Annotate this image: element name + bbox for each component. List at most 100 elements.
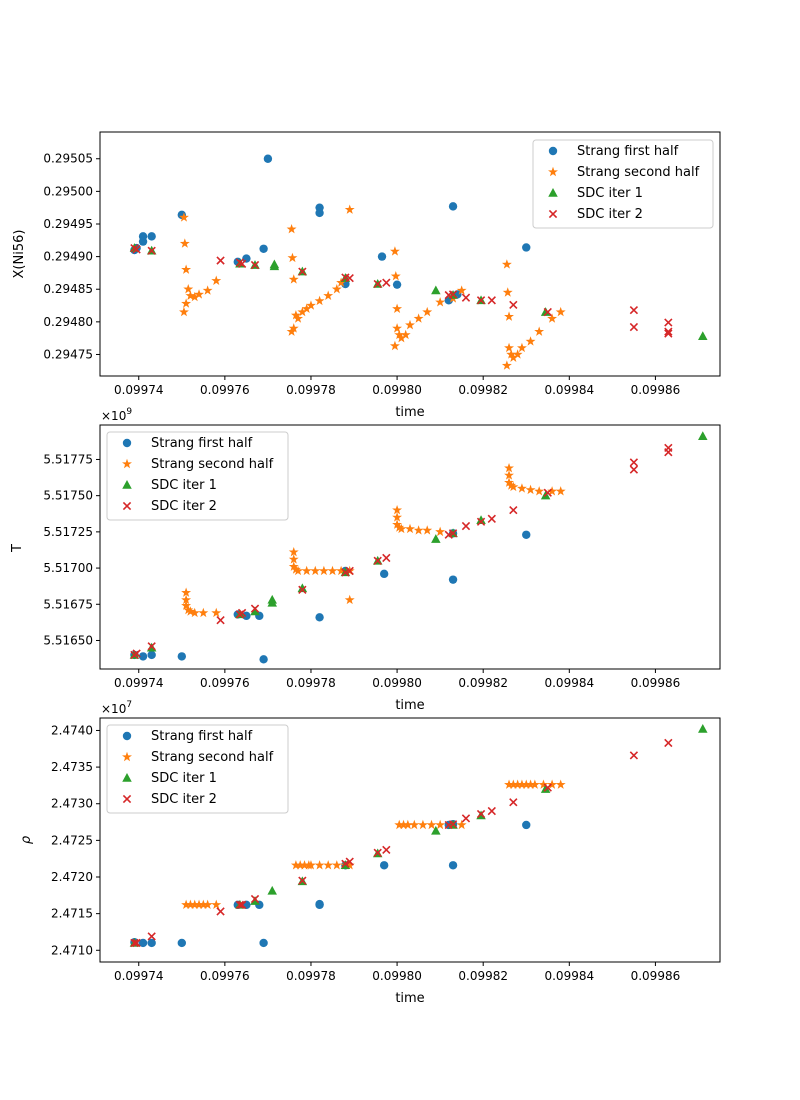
strang-second-half-point [521, 779, 532, 789]
y-tick-label: 0.29485 [43, 282, 93, 296]
sdc-iter-2-point [629, 458, 639, 467]
strang-second-half-point [506, 349, 517, 359]
legend-box [106, 431, 289, 521]
x-tick-label: 0.09984 [544, 676, 594, 690]
strang-second-half-point [314, 295, 325, 306]
panel-xni56: 0.09974 0.09976 0.09978 0.09980 0.09982 0.099… [12, 131, 721, 420]
sdc-iter-2-point [373, 279, 382, 289]
sdc-iter-2-point [664, 318, 673, 327]
strang-second-half-point [405, 319, 415, 330]
strang-second-half-point [555, 486, 566, 496]
x-tick-label: 0.09978 [286, 676, 336, 690]
sdc-iter-2-point [461, 521, 471, 531]
strang-second-half-point [506, 480, 517, 490]
legend-label-strang-second: Strang second half [577, 165, 700, 180]
y-tick-label: 0.29490 [43, 250, 93, 264]
x-tick-label: 0.09974 [114, 676, 164, 690]
panel-temperature-offset: ×109 [101, 407, 132, 423]
strang-second-half-point [413, 525, 424, 535]
panel-temperature: 0.09974 0.09976 0.09978 0.09980 0.09982 0.099… [10, 407, 721, 713]
strang-second-half-point [534, 326, 545, 336]
x-tick-label: 0.09980 [372, 676, 422, 690]
sdc-iter-2-point [345, 566, 354, 576]
legend-label-strang-first: Strang first half [577, 144, 679, 159]
panel-temperature-legend: Strang first half Strang second half SDC… [106, 431, 289, 521]
strang-first-half-point [138, 652, 148, 661]
legend-markers [122, 438, 132, 511]
strang-second-half-point [394, 819, 405, 830]
y-tick-label: 5.51775 [43, 452, 93, 466]
sdc-iter-2-point [298, 267, 307, 276]
strang-second-half-point [508, 352, 519, 362]
strang-second-half-point [179, 212, 189, 222]
legend-marker-star [122, 751, 132, 762]
sdc-iter-2-point [147, 246, 156, 255]
y-tick-label: 2.4720 [51, 870, 93, 884]
sdc-iter-2-point [216, 256, 225, 265]
strang-first-half-point [259, 655, 268, 664]
strang-first-half-point [448, 575, 458, 584]
legend-marker-x [122, 501, 132, 511]
y-tick-label: 5.51700 [43, 561, 93, 575]
strang-first-half-point [379, 861, 389, 870]
panel-xni56-legend: Strang first half Strang second half SDC… [532, 139, 714, 229]
x-tick-label: 0.09982 [458, 383, 508, 397]
strang-second-half-point [181, 587, 192, 597]
sdc-iter-2-point [629, 465, 639, 474]
strang-first-half-point [448, 861, 458, 870]
y-tick-label: 2.4735 [51, 760, 93, 774]
strang-second-half-point [287, 252, 298, 263]
strang-second-half-point [290, 860, 301, 870]
x-tick-label: 0.09980 [372, 969, 422, 983]
y-tick-label: 2.4740 [51, 723, 93, 737]
sdc-iter-1-point [431, 534, 441, 543]
strang-second-half-point [547, 779, 558, 789]
strang-second-half-point [301, 565, 312, 576]
x-tick-label: 0.09986 [631, 383, 681, 397]
strang-second-half-point [392, 519, 403, 529]
sdc-iter-2-point [250, 894, 260, 904]
strang-second-half-point [301, 303, 312, 314]
strang-second-half-point [534, 486, 545, 496]
strang-first-half-point [522, 530, 531, 539]
sdc-iter-2-point [487, 514, 496, 524]
strang-second-half-point [392, 303, 403, 314]
sdc-iter-2-point [130, 938, 139, 948]
sdc-iter-2-point [629, 322, 639, 332]
sdc-iter-1-point [267, 885, 277, 895]
strang-second-half-point [555, 306, 566, 317]
y-tick-label: 2.4730 [51, 797, 93, 811]
strang-second-half-point [181, 600, 192, 610]
strang-second-half-point [202, 899, 213, 910]
x-tick-label: 0.09984 [544, 969, 594, 983]
panel-temperature-marks [129, 431, 708, 664]
sdc-iter-1-point [250, 606, 260, 616]
sdc-iter-2-point [448, 820, 458, 829]
strang-second-half-point [344, 594, 355, 605]
sdc-iter-2-point [382, 553, 391, 563]
sdc-iter-1-point [698, 431, 708, 441]
sdc-iter-2-point [373, 848, 382, 857]
strang-second-half-point [504, 477, 514, 487]
strang-second-half-point [288, 546, 299, 557]
panel-density-xlabel: time [395, 991, 424, 1006]
x-tick-label: 0.09976 [200, 969, 250, 983]
x-tick-label: 0.09986 [631, 676, 681, 690]
strang-second-half-point [198, 607, 209, 618]
x-tick-label: 0.09982 [458, 969, 508, 983]
strang-second-half-point [293, 313, 303, 323]
sdc-iter-2-point [461, 293, 471, 302]
strang-second-half-point [504, 462, 514, 473]
legend-marker-triangle [122, 773, 132, 782]
strang-first-half-point [177, 652, 187, 661]
panel-density-legend: Strang first half Strang second half SDC… [106, 724, 289, 814]
sdc-iter-2-point [629, 751, 639, 760]
sdc-iter-2-point [382, 278, 391, 287]
strang-second-half-point [306, 860, 316, 870]
strang-second-half-point [435, 297, 446, 307]
x-tick-label: 0.09982 [458, 676, 508, 690]
strang-second-half-point [394, 329, 405, 340]
strang-second-half-point [211, 899, 222, 910]
strang-second-half-point [297, 306, 308, 317]
